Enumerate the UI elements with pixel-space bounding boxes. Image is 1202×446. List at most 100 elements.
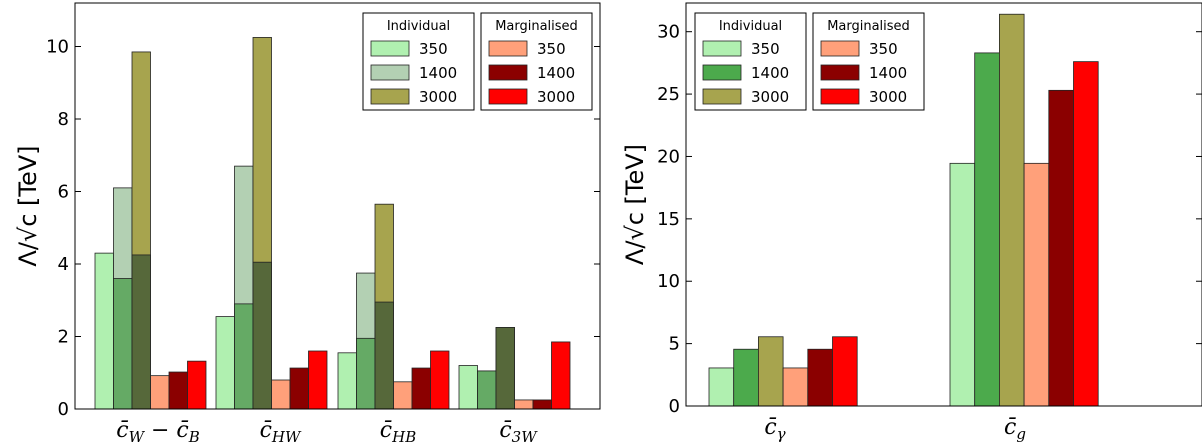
y-tick-label: 20 <box>657 146 680 167</box>
legend-marginalised: Marginalised 350 1400 3000 <box>812 12 925 111</box>
bar-individual-3000-cat2 <box>999 13 1025 407</box>
legend-marginalised: Marginalised 350 1400 3000 <box>480 12 593 111</box>
legend-entry-label: 350 <box>869 40 898 58</box>
bar-individual-350-cat2 <box>215 316 235 410</box>
legend-swatch <box>820 88 860 105</box>
category-sub: g <box>1016 425 1026 442</box>
x-category-label: c̄3W <box>499 418 538 442</box>
legend-swatch <box>702 64 742 81</box>
legend-entry-label: 350 <box>751 40 780 58</box>
bar-individual-1400-cat1 <box>733 348 759 407</box>
legend-entry-label: 1400 <box>751 64 789 82</box>
x-category-label: c̄HW <box>260 418 302 442</box>
legend-title: Marginalised <box>495 19 578 34</box>
x-category-label: c̄HB <box>380 418 416 442</box>
y-axis-label: Λ/√c [TeV] <box>621 144 649 265</box>
bar-marginalised-1400-cat2 <box>289 367 309 410</box>
bar-inner-1400-cat2 <box>234 303 254 410</box>
bar-individual-350-cat2 <box>949 162 976 407</box>
category-sep: − <box>144 418 176 442</box>
legend-entry-label: 350 <box>537 40 566 58</box>
bar-individual-350-cat3 <box>337 352 357 410</box>
bar-inner-1400-cat1 <box>113 278 133 410</box>
bar-marginalised-1400-cat3 <box>411 367 431 410</box>
y-tick-label: 0 <box>669 396 680 417</box>
bar-marginalised-3000-cat3 <box>430 350 450 410</box>
legend-swatch <box>702 88 742 105</box>
bar-individual-350-cat4 <box>458 365 478 410</box>
legend-swatch <box>370 88 410 105</box>
legend-swatch <box>488 64 528 81</box>
y-tick-label: 0 <box>58 399 69 420</box>
y-tick-label: 25 <box>657 84 680 105</box>
bar-marginalised-3000-cat2 <box>308 350 328 410</box>
bar-individual-3000-cat1 <box>758 336 784 407</box>
bar-inner-1400-cat3 <box>356 337 376 410</box>
bar-inner-3000-cat3 <box>374 301 394 410</box>
y-axis-label: Λ/√c [TeV] <box>14 145 42 266</box>
bar-marginalised-350-cat1 <box>782 367 809 407</box>
category-base: c̄ <box>116 418 128 442</box>
bar-marginalised-350-cat1 <box>150 375 170 410</box>
legend-individual: Individual 350 1400 3000 <box>362 12 475 111</box>
legend-swatch <box>488 88 528 105</box>
legend-swatch <box>702 40 742 57</box>
bar-inner-3000-cat4 <box>495 327 515 410</box>
plot-frame <box>685 2 1202 407</box>
bar-individual-1400-cat2 <box>974 52 1000 407</box>
legend-entry-label: 1400 <box>869 64 907 82</box>
y-tick-label: 30 <box>657 22 680 43</box>
category-base: c̄ <box>260 418 272 442</box>
bar-marginalised-1400-cat1 <box>807 348 833 407</box>
legend-box <box>480 12 593 111</box>
category-base: c̄ <box>764 415 776 440</box>
plot-frame <box>74 2 601 410</box>
bar-individual-350-cat1 <box>94 252 114 410</box>
category-sub: 3W <box>512 428 539 442</box>
x-category-label: c̄γ <box>764 415 785 442</box>
legend-swatch <box>488 40 528 57</box>
y-tick-label: 2 <box>58 327 69 348</box>
bar-marginalised-3000-cat4 <box>551 341 571 410</box>
category-base: c̄ <box>1004 415 1016 440</box>
legend-title: Individual <box>719 19 782 34</box>
legend-swatch <box>820 40 860 57</box>
category-base-2: c̄ <box>176 418 188 442</box>
bar-inner-3000-cat1 <box>131 254 151 410</box>
y-tick-label: 8 <box>58 109 69 130</box>
y-tick-label: 5 <box>669 334 680 355</box>
legend-swatch <box>820 64 860 81</box>
bar-marginalised-350-cat4 <box>514 399 534 410</box>
y-tick-label: 6 <box>58 182 69 203</box>
category-sub-2: B <box>188 428 200 442</box>
y-tick-label: 4 <box>58 254 69 275</box>
category-base: c̄ <box>380 418 392 442</box>
legend-entry-label: 3000 <box>869 88 907 106</box>
category-sub: HB <box>391 428 416 442</box>
bar-marginalised-3000-cat2 <box>1073 61 1099 407</box>
legend-title: Marginalised <box>827 19 910 34</box>
bar-inner-3000-cat2 <box>252 261 272 410</box>
category-sub: HW <box>271 428 302 442</box>
bar-marginalised-3000-cat1 <box>832 336 858 407</box>
x-category-label: c̄W − c̄B <box>116 418 200 442</box>
legend-swatch <box>370 40 410 57</box>
bar-marginalised-350-cat2 <box>1023 162 1050 407</box>
y-tick-label: 15 <box>657 209 680 230</box>
legend-entry-label: 1400 <box>537 64 575 82</box>
y-tick-label: 10 <box>46 37 69 58</box>
legend-entry-label: 3000 <box>751 88 789 106</box>
bar-marginalised-1400-cat1 <box>168 371 188 410</box>
bar-marginalised-350-cat3 <box>393 381 413 410</box>
legend-entry-label: 350 <box>419 40 448 58</box>
category-base: c̄ <box>499 418 511 442</box>
legend-title: Individual <box>387 19 450 34</box>
bar-marginalised-1400-cat2 <box>1048 89 1074 407</box>
legend-entry-label: 1400 <box>419 64 457 82</box>
y-tick-label: 10 <box>657 271 680 292</box>
bar-marginalised-350-cat2 <box>271 379 291 410</box>
